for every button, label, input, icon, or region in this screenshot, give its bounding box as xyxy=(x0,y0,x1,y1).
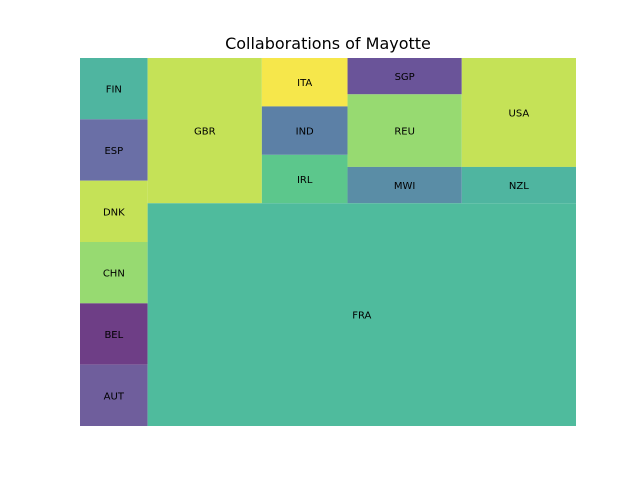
treemap-cell-sgp xyxy=(347,58,462,95)
treemap-cell-nzl xyxy=(461,166,576,204)
treemap-label-ind: IND xyxy=(296,127,314,138)
chart-title: Collaborations of Mayotte xyxy=(225,34,431,53)
treemap-label-mwi: MWI xyxy=(394,181,415,192)
treemap-label-fra: FRA xyxy=(352,311,371,322)
treemap-cell-bel xyxy=(80,303,148,365)
treemap-label-irl: IRL xyxy=(297,175,313,186)
treemap-cell-aut xyxy=(80,364,148,426)
treemap-cell-reu xyxy=(347,94,462,167)
treemap-label-ita: ITA xyxy=(297,78,312,89)
treemap-cell-dnk xyxy=(80,180,148,242)
treemap-label-nzl: NZL xyxy=(509,181,529,192)
treemap-label-sgp: SGP xyxy=(395,72,415,83)
treemap-cells: FIN ESP DNK CHN BEL AUT GBR ITA IND IRL SGP REU MWI U… xyxy=(80,58,577,426)
treemap-cell-esp xyxy=(80,119,148,181)
treemap-cell-chn xyxy=(80,242,148,304)
treemap-cell-irl xyxy=(261,154,348,204)
treemap-cell-mwi xyxy=(347,166,462,204)
treemap-label-usa: USA xyxy=(509,108,530,119)
treemap-label-bel: BEL xyxy=(104,330,123,341)
treemap-cell-ind xyxy=(261,106,348,155)
treemap-cell-ita xyxy=(261,58,348,107)
treemap-label-reu: REU xyxy=(394,127,415,138)
treemap-label-chn: CHN xyxy=(103,269,125,280)
treemap-cell-fra xyxy=(147,203,577,426)
treemap-label-dnk: DNK xyxy=(103,207,125,218)
treemap-cell-usa xyxy=(461,58,576,167)
treemap-cell-gbr xyxy=(147,58,262,204)
treemap-label-esp: ESP xyxy=(104,146,123,157)
treemap-label-fin: FIN xyxy=(106,85,122,96)
treemap-cell-fin xyxy=(80,58,148,120)
treemap-label-aut: AUT xyxy=(104,391,125,402)
treemap-label-gbr: GBR xyxy=(194,127,216,138)
